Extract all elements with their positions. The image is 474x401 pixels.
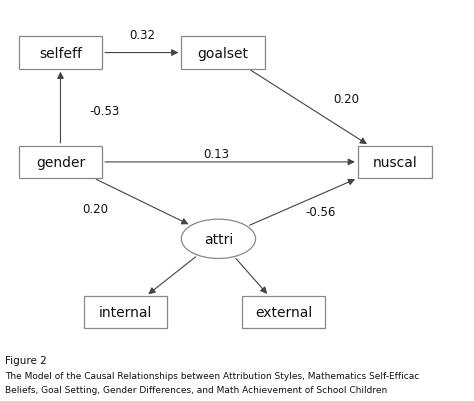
FancyBboxPatch shape xyxy=(242,296,325,329)
Text: nuscal: nuscal xyxy=(373,156,417,170)
Text: attri: attri xyxy=(204,232,233,246)
FancyBboxPatch shape xyxy=(84,296,167,329)
Text: internal: internal xyxy=(99,306,152,320)
Text: goalset: goalset xyxy=(198,47,248,61)
FancyBboxPatch shape xyxy=(18,37,102,70)
Text: Beliefs, Goal Setting, Gender Differences, and Math Achievement of School Childr: Beliefs, Goal Setting, Gender Difference… xyxy=(5,385,387,394)
Text: Figure 2: Figure 2 xyxy=(5,355,46,365)
FancyBboxPatch shape xyxy=(181,37,265,70)
Text: -0.53: -0.53 xyxy=(90,105,120,118)
Text: selfeff: selfeff xyxy=(39,47,82,61)
FancyBboxPatch shape xyxy=(18,146,102,179)
Text: 0.13: 0.13 xyxy=(203,148,229,160)
Text: 0.20: 0.20 xyxy=(82,202,109,215)
Text: external: external xyxy=(255,306,312,320)
Text: gender: gender xyxy=(36,156,85,170)
Text: 0.32: 0.32 xyxy=(129,29,155,42)
Text: -0.56: -0.56 xyxy=(305,205,336,219)
Ellipse shape xyxy=(181,220,255,259)
Text: 0.20: 0.20 xyxy=(333,93,359,106)
FancyBboxPatch shape xyxy=(358,146,432,179)
Text: The Model of the Causal Relationships between Attribution Styles, Mathematics Se: The Model of the Causal Relationships be… xyxy=(5,371,419,380)
